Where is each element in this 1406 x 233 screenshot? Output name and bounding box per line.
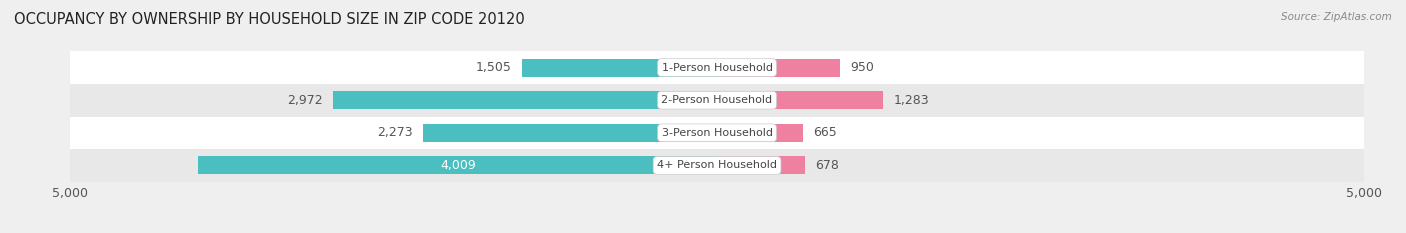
Bar [70,84,1364,116]
Text: 2-Person Household: 2-Person Household [661,95,773,105]
Bar [717,157,804,174]
Text: 1,505: 1,505 [477,61,512,74]
Bar [717,58,839,76]
Text: 3-Person Household: 3-Person Household [662,128,772,138]
Text: 678: 678 [815,159,839,172]
Bar [70,116,1364,149]
Text: 2,972: 2,972 [287,94,322,107]
Bar [523,58,717,76]
Text: 2,273: 2,273 [377,126,413,139]
Bar [333,91,717,109]
Text: 1,283: 1,283 [893,94,929,107]
Bar [423,124,717,142]
Text: 665: 665 [814,126,837,139]
Text: 1-Person Household: 1-Person Household [662,63,772,72]
Bar [70,51,1364,84]
Text: Source: ZipAtlas.com: Source: ZipAtlas.com [1281,12,1392,22]
Text: 4+ Person Household: 4+ Person Household [657,161,778,170]
Bar [717,124,803,142]
Text: 4,009: 4,009 [440,159,475,172]
Bar [70,149,1364,182]
Text: 950: 950 [851,61,875,74]
Bar [717,91,883,109]
Text: OCCUPANCY BY OWNERSHIP BY HOUSEHOLD SIZE IN ZIP CODE 20120: OCCUPANCY BY OWNERSHIP BY HOUSEHOLD SIZE… [14,12,524,27]
Bar [198,157,717,174]
